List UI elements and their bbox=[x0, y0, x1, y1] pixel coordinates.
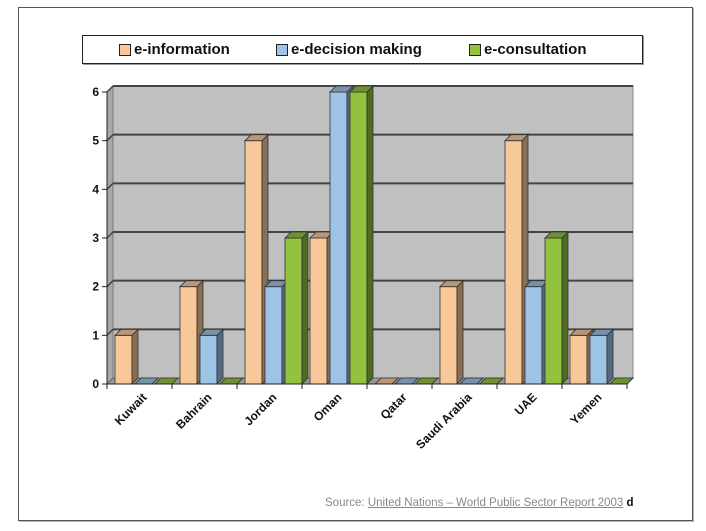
legend-swatch-icon bbox=[276, 43, 288, 56]
bar bbox=[309, 231, 334, 385]
svg-text:0: 0 bbox=[92, 377, 99, 391]
category-label: Jordan bbox=[241, 390, 279, 428]
bar bbox=[374, 377, 399, 385]
svg-text:3: 3 bbox=[92, 231, 99, 245]
legend-swatch-icon bbox=[469, 43, 481, 56]
bar bbox=[504, 133, 529, 385]
bar bbox=[114, 328, 139, 385]
category-label: Kuwait bbox=[112, 390, 150, 428]
bar bbox=[544, 231, 569, 385]
bar bbox=[199, 328, 224, 385]
svg-text:6: 6 bbox=[92, 85, 99, 99]
svg-text:1: 1 bbox=[92, 328, 99, 342]
legend-item-e-decision-making: e-decision making bbox=[276, 41, 422, 58]
bar bbox=[179, 279, 204, 385]
bar bbox=[589, 328, 614, 385]
bar bbox=[439, 279, 464, 385]
source-trail: d bbox=[626, 497, 634, 509]
source-note: Source: United Nations – World Public Se… bbox=[325, 497, 634, 509]
chart-legend: e-information e-decision making e-consul… bbox=[82, 35, 643, 64]
legend-label: e-consultation bbox=[484, 41, 587, 58]
svg-text:4: 4 bbox=[92, 182, 99, 196]
bar bbox=[394, 377, 419, 385]
category-label: Yemen bbox=[567, 390, 604, 427]
bar bbox=[349, 85, 374, 385]
bar bbox=[329, 85, 354, 385]
legend-label: e-decision making bbox=[291, 41, 422, 58]
source-prefix: Source: bbox=[325, 497, 368, 509]
bar bbox=[569, 328, 594, 385]
source-link[interactable]: United Nations – World Public Sector Rep… bbox=[367, 497, 624, 509]
bar bbox=[284, 231, 309, 385]
legend-label: e-information bbox=[134, 41, 230, 58]
category-label: Saudi Arabia bbox=[413, 390, 475, 452]
category-label: Bahrain bbox=[173, 390, 214, 431]
bar bbox=[524, 279, 549, 385]
svg-text:5: 5 bbox=[92, 134, 99, 148]
bar bbox=[264, 279, 289, 385]
category-label: Qatar bbox=[378, 390, 410, 422]
legend-item-e-information: e-information bbox=[119, 41, 230, 58]
svg-text:2: 2 bbox=[92, 280, 99, 294]
bar bbox=[244, 133, 269, 385]
category-label: Oman bbox=[311, 390, 345, 424]
legend-swatch-icon bbox=[119, 43, 131, 56]
category-label: UAE bbox=[512, 390, 540, 418]
legend-item-e-consultation: e-consultation bbox=[469, 41, 587, 58]
